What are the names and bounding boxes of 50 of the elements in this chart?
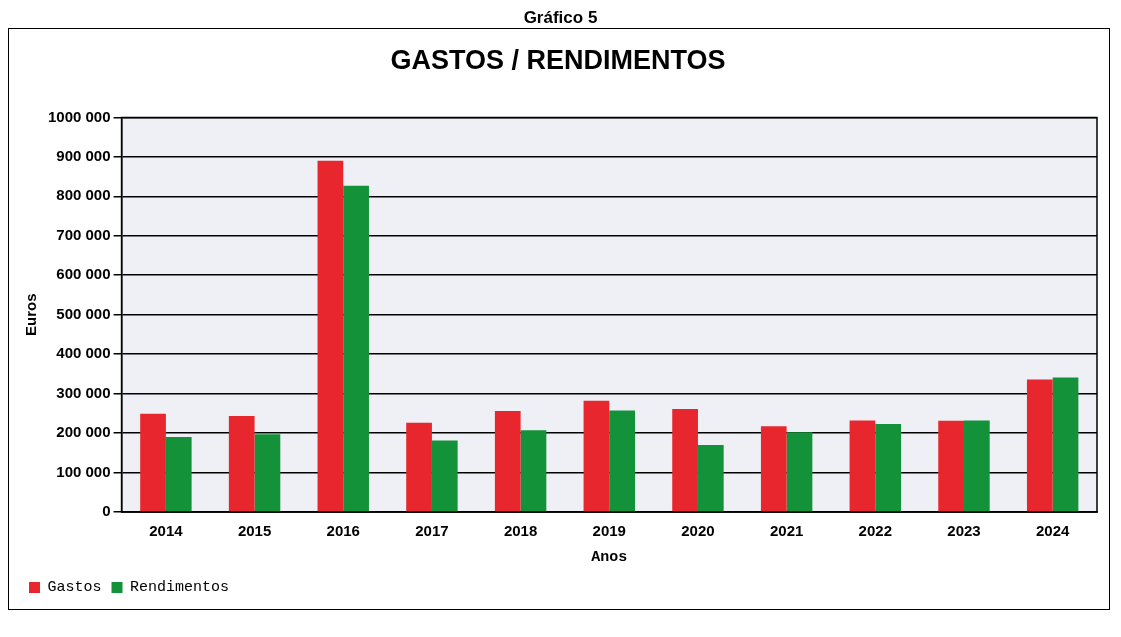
x-tick-label: 2020 (681, 522, 715, 540)
y-axis-title: Euros (22, 293, 40, 336)
x-tick-label: 2018 (503, 522, 538, 540)
bar (672, 409, 698, 512)
legend-label: Rendimentos (130, 579, 230, 597)
bar (317, 160, 344, 512)
bar (583, 400, 610, 512)
bar (760, 426, 787, 512)
bar (609, 410, 635, 512)
bar (875, 424, 902, 512)
bar (1052, 377, 1079, 512)
bar (963, 420, 990, 512)
bar (406, 422, 432, 512)
bar (1026, 379, 1053, 512)
x-tick-label: 2016 (326, 522, 360, 540)
y-tick-label: 900 000 (56, 147, 111, 164)
y-tick-label: 300 000 (56, 383, 111, 401)
y-tick-label: 600 000 (56, 265, 111, 283)
y-tick-label: 1000 000 (47, 107, 111, 125)
bar (431, 440, 458, 512)
bar (140, 413, 166, 512)
text: Gráfico 5 (522, 8, 599, 28)
bar (938, 420, 964, 512)
x-tick-label: 2023 (947, 522, 981, 540)
bar (494, 410, 521, 512)
x-tick-label: 2021 (769, 522, 804, 540)
y-tick-label: 200 000 (56, 423, 111, 441)
y-tick-label: 500 000 (56, 304, 111, 322)
y-tick-label: 800 000 (56, 186, 111, 204)
bar (697, 444, 724, 512)
bar (786, 432, 813, 512)
y-tick-label: 400 000 (56, 344, 111, 362)
bar (520, 430, 547, 512)
legend-label: Gastos (47, 579, 102, 597)
x-tick-label: 2024 (1035, 522, 1070, 540)
x-tick-label: 2019 (592, 522, 626, 540)
x-axis-title: Anos (591, 548, 628, 566)
chart-title: GASTOS / RENDIMENTOS (390, 44, 726, 75)
y-tick-label: 0 (102, 502, 111, 520)
x-tick-label: 2017 (415, 522, 449, 540)
x-tick-label: 2014 (149, 522, 184, 540)
y-tick-label: 100 000 (56, 462, 111, 480)
x-tick-label: 2022 (858, 522, 892, 540)
y-tick-label: 700 000 (56, 225, 111, 243)
bar (165, 437, 192, 512)
bar (254, 434, 281, 512)
bar (343, 185, 369, 512)
x-tick-label: 2015 (237, 522, 272, 540)
bar (228, 416, 255, 512)
bar (849, 420, 876, 512)
